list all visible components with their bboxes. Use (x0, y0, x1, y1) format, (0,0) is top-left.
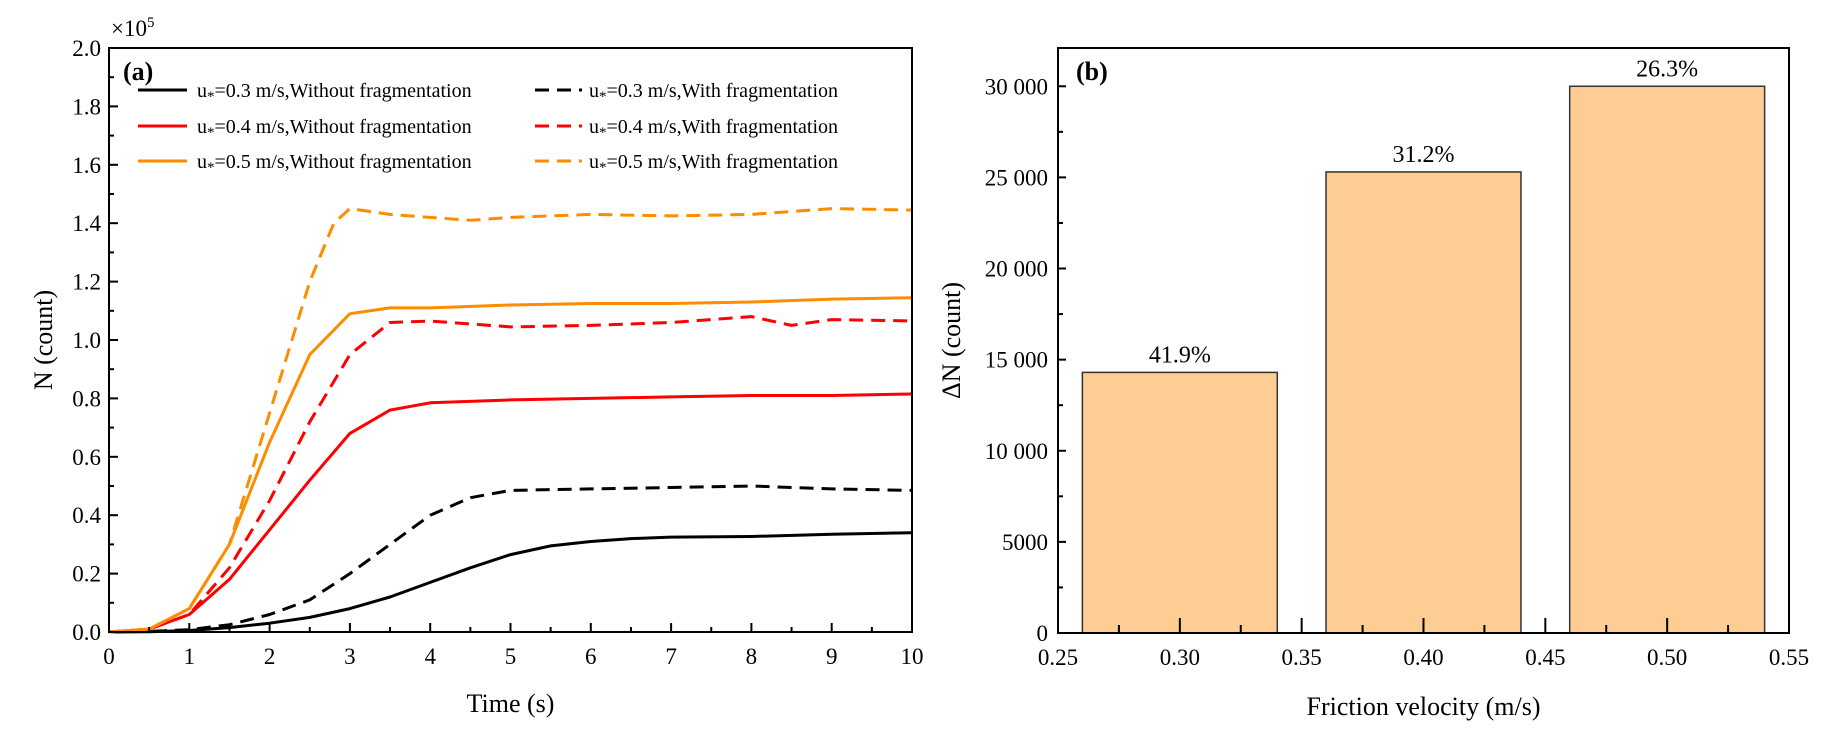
legend-label-rest: =0.4 m/s,Without fragmentation (215, 116, 472, 138)
series-line-3 (108, 392, 913, 634)
panel-label-b: (b) (1076, 57, 1108, 86)
y-tick-label: 1.2 (72, 270, 101, 295)
legend-label-3: u*=0.4 m/s,Without fragmentation (197, 116, 472, 141)
bar-data-label: 41.9% (1149, 342, 1211, 368)
bar-data-label: 31.2% (1393, 142, 1455, 168)
x-tick-label: 9 (826, 644, 838, 669)
bar-data-label: 26.3% (1636, 56, 1698, 82)
y-tick-label: 0.6 (72, 445, 101, 470)
y-axis-title: ΔN (count) (937, 282, 966, 399)
y-multiplier-base: ×10 (111, 16, 147, 41)
x-axis-title: Time (s) (467, 689, 555, 718)
x-tick-label: 0.35 (1282, 645, 1322, 670)
x-tick-label: 0.40 (1403, 645, 1443, 670)
legend-label-rest: =0.3 m/s,Without fragmentation (215, 80, 472, 102)
y-tick-label: 1.6 (72, 153, 101, 178)
panel-a-line-chart: 0 1 2 3 4 5 6 7 8 9 10 0.0 0.2 0.4 0.6 0.8 1.0 1.2 1.4 1.6 1… (29, 15, 924, 718)
x-tick-label: 6 (585, 644, 597, 669)
y-tick-label: 10 000 (985, 439, 1048, 464)
panel-b-bar-chart: 41.9% 31.2% 26.3% 0.25 0.30 0.35 0.40 0.45 0.50 0… (937, 47, 1809, 721)
x-tick-label: 0.55 (1769, 645, 1809, 670)
y-tick-label: 0.4 (72, 503, 101, 528)
y-tick-label: 0 (1037, 621, 1049, 646)
y-tick-label: 15 000 (985, 348, 1048, 373)
legend-label-6: u*=0.5 m/s,With fragmentation (589, 151, 838, 176)
series-line-1 (108, 531, 913, 634)
legend-label-text: u (589, 151, 599, 173)
x-tick-label: 0.50 (1647, 645, 1687, 670)
legend-label-text: u (589, 80, 599, 102)
y-tick-label: 20 000 (985, 257, 1048, 282)
panel-label-a: (a) (123, 57, 153, 86)
y-tick-label: 1.8 (72, 94, 101, 119)
bar-2 (1325, 171, 1522, 634)
x-tick-label: 5 (505, 644, 517, 669)
y-tick-label: 2.0 (72, 36, 101, 61)
x-axis-title: Friction velocity (m/s) (1307, 692, 1541, 721)
subscript-star: * (207, 125, 215, 141)
series-line-2 (108, 484, 913, 634)
series-line-4 (108, 315, 913, 634)
y-multiplier: ×105 (111, 15, 154, 41)
legend-label-text: u (197, 151, 207, 173)
legend-label-rest: =0.3 m/s,With fragmentation (607, 80, 839, 102)
y-tick-label: 0.0 (72, 620, 101, 645)
y-tick-label: 1.4 (72, 211, 101, 236)
series-line-6 (108, 207, 913, 634)
bar-3 (1568, 85, 1766, 634)
legend-label-1: u*=0.3 m/s,Without fragmentation (197, 80, 472, 105)
x-tick-label: 0.30 (1160, 645, 1200, 670)
subscript-star: * (207, 160, 215, 176)
y-tick-label: 0.8 (72, 386, 101, 411)
legend-label-rest: =0.5 m/s,Without fragmentation (215, 151, 472, 173)
legend-label-text: u (197, 80, 207, 102)
legend-label-rest: =0.5 m/s,With fragmentation (607, 151, 839, 173)
legend-label-rest: =0.4 m/s,With fragmentation (607, 116, 839, 138)
x-tick-label: 8 (746, 644, 758, 669)
y-tick-label: 30 000 (985, 74, 1048, 99)
y-tick-label: 0.2 (72, 562, 101, 587)
x-tick-label: 3 (344, 644, 356, 669)
y-tick-label: 5000 (1002, 530, 1048, 555)
bar-1 (1081, 371, 1279, 634)
legend-label-4: u*=0.4 m/s,With fragmentation (589, 116, 838, 141)
subscript-star: * (599, 125, 607, 141)
y-multiplier-exponent: 5 (147, 15, 155, 31)
y-tick-label: 25 000 (985, 165, 1048, 190)
x-tick-label: 0.25 (1038, 645, 1078, 670)
y-tick-label: 1.0 (72, 328, 101, 353)
legend-label-5: u*=0.5 m/s,Without fragmentation (197, 151, 472, 176)
x-tick-label: 0.45 (1525, 645, 1565, 670)
x-tick-label: 4 (424, 644, 436, 669)
y-axis-title: N (count) (29, 290, 58, 390)
x-tick-label: 1 (184, 644, 196, 669)
subscript-star: * (207, 89, 215, 105)
x-tick-label: 7 (665, 644, 677, 669)
legend-label-2: u*=0.3 m/s,With fragmentation (589, 80, 838, 105)
x-tick-label: 10 (901, 644, 924, 669)
x-tick-label: 2 (264, 644, 276, 669)
legend-label-text: u (197, 116, 207, 138)
subscript-star: * (599, 160, 607, 176)
series-line-5 (108, 296, 913, 634)
subscript-star: * (599, 89, 607, 105)
legend-label-text: u (589, 116, 599, 138)
x-tick-label: 0 (103, 644, 115, 669)
